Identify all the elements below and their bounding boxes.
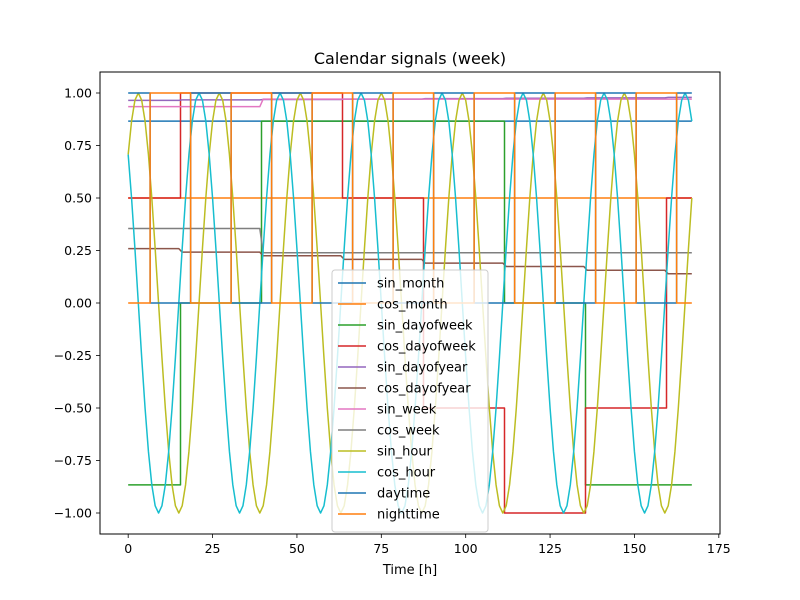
legend-label-cos-dayofyear: cos_dayofyear [377, 382, 471, 397]
x-tick-label: 150 [623, 541, 647, 556]
x-axis-label: Time [h] [382, 563, 437, 578]
x-tick-label: 75 [373, 541, 389, 556]
legend-label-cos-hour: cos_hour [377, 466, 436, 481]
legend-label-nighttime: nighttime [377, 508, 440, 523]
y-tick-label: 1.00 [64, 86, 92, 101]
legend-label-cos-month: cos_month [377, 298, 448, 313]
legend-label-sin-dayofweek: sin_dayofweek [377, 319, 473, 334]
legend-label-sin-dayofyear: sin_dayofyear [377, 361, 468, 376]
y-axis: −1.00 −0.75 −0.50 −0.25 0.00 0.25 0.50 0.75 1.00 [54, 86, 100, 521]
y-tick-label: −1.00 [54, 506, 92, 521]
y-tick-label: 0.00 [64, 296, 92, 311]
legend-label-cos-week: cos_week [377, 424, 440, 439]
x-tick-label: 100 [454, 541, 478, 556]
x-tick-label: 50 [289, 541, 305, 556]
y-tick-label: 0.75 [64, 138, 92, 153]
x-tick-label: 125 [538, 541, 562, 556]
x-tick-label: 175 [707, 541, 731, 556]
legend-label-sin-week: sin_week [377, 403, 437, 418]
x-tick-label: 0 [124, 541, 132, 556]
legend-label-cos-dayofweek: cos_dayofweek [377, 340, 476, 355]
series-line-cos-week [128, 227, 692, 254]
y-tick-label: 0.25 [64, 243, 92, 258]
x-tick-label: 25 [205, 541, 221, 556]
legend-box [331, 269, 489, 533]
legend-label-sin-hour: sin_hour [377, 445, 433, 460]
series-line-cos-dayofyear [128, 247, 692, 275]
legend-label-sin-month: sin_month [377, 277, 444, 292]
legend: sin_month cos_month sin_dayofweek cos_dayof… [331, 269, 489, 533]
series-line-sin-dayofweek [128, 120, 692, 486]
legend-label-daytime: daytime [377, 487, 430, 502]
y-tick-label: 0.50 [64, 191, 92, 206]
x-axis: 0 25 50 75 100 125 150 175 [124, 534, 731, 556]
y-tick-label: −0.50 [54, 401, 92, 416]
y-tick-label: −0.25 [54, 348, 92, 363]
chart-title: Calendar signals (week) [314, 49, 506, 68]
series-line-nighttime [128, 92, 692, 304]
y-tick-label: −0.75 [54, 453, 92, 468]
